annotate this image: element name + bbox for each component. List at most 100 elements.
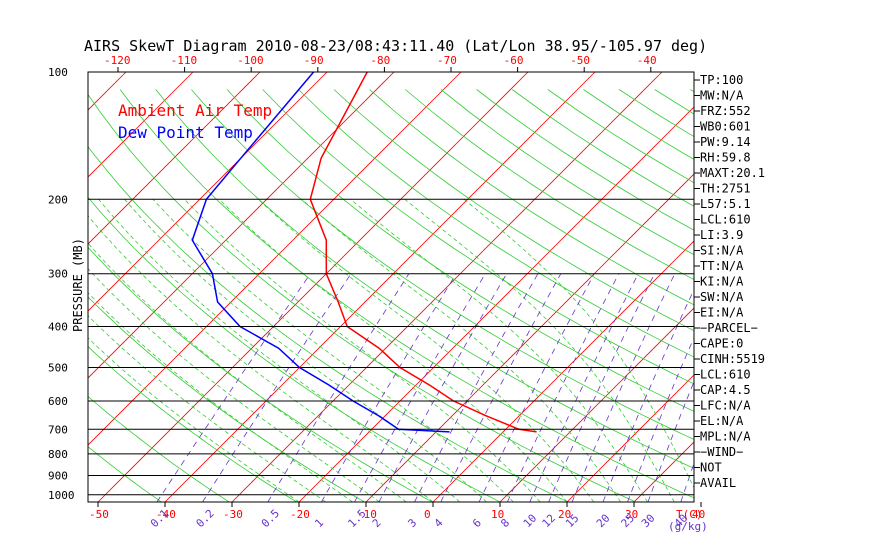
index-item: SI:N/A: [700, 244, 744, 258]
pressure-tick-label: 700: [48, 423, 68, 436]
top-temp-tick-label: -50: [570, 54, 590, 67]
pressure-tick-label: 1000: [48, 489, 75, 502]
isotherm-line: [88, 72, 462, 446]
mixing-ratio-line: [378, 273, 508, 502]
index-item: −WIND−: [700, 445, 743, 459]
temp-tick-label: 40: [692, 508, 705, 521]
index-item: CAP:4.5: [700, 383, 751, 397]
mixing-ratio-line: [647, 380, 694, 502]
dry-adiabat: [298, 89, 694, 358]
legend-dew-point-temp: Dew Point Temp: [118, 123, 253, 142]
mixing-ratio-line: [602, 288, 694, 502]
mixing-ratio-label: 3: [405, 516, 419, 530]
isotherm-line: [88, 72, 328, 312]
index-item: TT:N/A: [700, 259, 744, 273]
index-item: −PARCEL−: [700, 321, 758, 335]
mixing-ratio-line: [440, 273, 562, 502]
top-temp-tick-label: -80: [370, 54, 390, 67]
mixing-ratio-line: [529, 273, 639, 502]
index-item: RH:59.8: [700, 151, 751, 165]
index-item: LCL:610: [700, 368, 751, 382]
isotherm-line: [566, 374, 694, 502]
isotherm-line: [88, 72, 395, 379]
mixing-ratio-label: 30: [639, 512, 658, 531]
top-temp-tick-label: -110: [171, 54, 198, 67]
isotherm-line: [365, 173, 694, 502]
temp-unit-label: T(C): [676, 508, 703, 521]
plot-border: [87, 71, 695, 503]
top-temp-tick-label: -40: [637, 54, 657, 67]
index-item: CINH:5519: [700, 352, 765, 366]
index-item: MW:N/A: [700, 89, 744, 103]
dry-adiabat: [369, 89, 694, 306]
mixing-ratio-unit-label: (g/kg): [668, 520, 708, 533]
isotherm-line: [231, 72, 663, 502]
dry-adiabat: [88, 93, 636, 502]
dry-adiabat: [262, 89, 694, 385]
series-line-1: [191, 72, 450, 433]
mixing-ratio-label: 1: [312, 516, 326, 530]
index-item: PW:9.14: [700, 135, 751, 149]
mixing-ratio-label: 4: [432, 516, 446, 530]
isotherm-line: [768, 72, 870, 502]
index-item: KI:N/A: [700, 275, 744, 289]
mixing-ratio-label: 12: [540, 512, 559, 531]
moist-adiabat: [463, 198, 694, 489]
dry-adiabat: [88, 296, 365, 502]
temp-tick-label: -10: [357, 508, 377, 521]
isotherm-line: [88, 72, 127, 111]
pressure-tick-label: 500: [48, 362, 68, 375]
index-item: FRZ:552: [700, 104, 751, 118]
series-line-0: [309, 72, 537, 433]
dry-adiabat: [88, 395, 230, 502]
moist-adiabat: [350, 198, 648, 502]
dry-adiabat: [226, 89, 694, 412]
pressure-tick-label: 100: [48, 66, 68, 79]
index-item: WB0:601: [700, 120, 751, 134]
index-item: LFC:N/A: [700, 399, 751, 413]
top-temp-tick-label: -70: [437, 54, 457, 67]
isotherm-line: [835, 72, 870, 502]
mixing-ratio-label: 6: [470, 516, 484, 530]
dry-adiabat: [88, 145, 568, 502]
mixing-ratio-label: 10: [521, 512, 540, 531]
mixing-ratio-label: 0.2: [194, 507, 217, 530]
mixing-ratio-line: [627, 336, 694, 502]
pressure-tick-label: 200: [48, 193, 68, 206]
mixing-ratio-line: [156, 273, 311, 502]
temp-tick-label: -20: [290, 508, 310, 521]
dry-adiabat: [333, 89, 694, 332]
moist-adiabat: [98, 199, 461, 502]
moist-adiabat: [88, 292, 353, 502]
dry-adiabat: [405, 89, 694, 281]
moist-adiabat: [301, 198, 621, 502]
legend-ambient-air-temp: Ambient Air Temp: [118, 101, 272, 120]
moist-adiabat: [184, 199, 541, 502]
isotherm-line: [164, 72, 596, 502]
moist-adiabat: [257, 199, 595, 502]
isotherm-line: [0, 72, 59, 502]
dry-adiabat: [119, 89, 694, 499]
dry-adiabat: [654, 89, 694, 115]
y-axis-label: PRESSURE (MB): [71, 238, 85, 332]
index-item: TH:2751: [700, 182, 751, 196]
chart-frame: [87, 67, 702, 507]
top-temp-tick-label: -60: [504, 54, 524, 67]
index-item: MPL:N/A: [700, 430, 751, 444]
moist-adiabat: [88, 337, 300, 502]
temp-tick-label: -30: [223, 508, 243, 521]
pressure-tick-label: 900: [48, 469, 68, 482]
index-item: LI:3.9: [700, 228, 743, 242]
index-item: L57:5.1: [700, 197, 751, 211]
mixing-ratio-line: [680, 462, 694, 502]
isotherm-line: [633, 441, 694, 502]
temp-tick-label: 30: [625, 508, 638, 521]
isotherm-line: [88, 72, 261, 245]
top-temp-tick-label: -90: [304, 54, 324, 67]
dry-adiabat: [88, 346, 298, 502]
mixing-ratio-line: [321, 273, 457, 502]
mixing-ratio-line: [478, 273, 595, 502]
dry-adiabat: [155, 89, 694, 469]
